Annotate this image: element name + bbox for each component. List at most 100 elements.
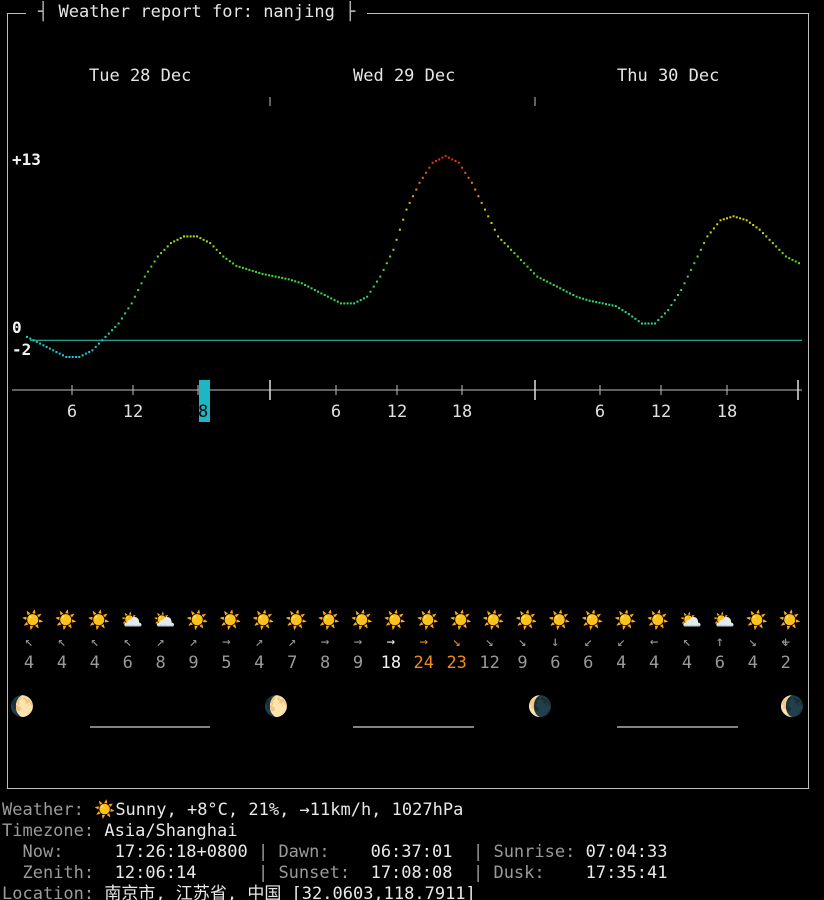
temperature-point [98,342,100,345]
temperature-point [487,215,490,218]
temperature-point [163,248,166,251]
partly-cloudy-icon: ⛅ [712,610,736,631]
hour-tick-label: 6 [66,402,78,422]
sun-icon: ☀️ [548,610,571,631]
temperature-point [48,347,51,350]
temperature-point [585,298,588,301]
temperature-point [546,280,549,283]
temperature-point [778,248,781,251]
temperature-point [133,295,136,298]
temperature-point [160,252,163,255]
temperature-point [415,188,418,191]
temperature-point [448,156,450,159]
wind-direction-icon: ↙ [616,634,626,650]
weather-label: Weather: [2,800,84,820]
wind-direction-icon: → [222,634,231,650]
location-value: 南京市, 江苏省, 中国 [32.0603,118.7911] [104,884,476,900]
temperature-point [372,285,375,288]
hour-tick-label: 12 [650,402,672,422]
temperature-point [500,238,503,241]
temperature-point [137,289,140,291]
temperature-point [147,270,149,273]
hour-tick-label-now: 18 [187,402,209,422]
temperature-point [169,242,172,245]
wind-direction-icon: ↖ [90,634,100,650]
temperature-point [212,245,215,248]
temperature-point [654,322,657,325]
temperature-point [251,269,254,272]
temperature-point [153,260,156,263]
temperature-point [405,208,408,211]
sun-icon: ☀️ [94,800,116,820]
temperature-point [591,300,594,303]
temperature-point [94,345,97,348]
temperature-point [189,235,192,238]
temperature-point [323,294,326,296]
temperature-point [768,238,771,241]
temperature-point [441,156,444,159]
temperature-point [421,176,424,179]
temperature-point [307,285,310,288]
temperature-point [431,161,434,164]
temperature-point [771,242,774,245]
temperature-point [461,166,464,169]
sun-icon: ☀️ [778,610,801,631]
temperature-point [457,161,460,164]
temperature-point [706,235,709,238]
temperature-point [467,176,470,179]
wind-speed: 4 [89,653,100,673]
wind-direction-icon: ↖ [24,634,34,650]
dusk-label: Dusk: [493,863,545,883]
weather-frame [7,13,809,789]
temperature-point [202,238,205,241]
zenith-value: 12:06:14 [114,863,197,883]
temperature-point [696,255,699,258]
wind-speed: 4 [648,653,660,673]
temperature-point [542,278,545,281]
temperature-point [150,265,153,268]
temperature-point [173,240,176,243]
temperature-point [140,282,143,285]
temperature-point [255,270,257,273]
temperature-point [111,329,114,332]
temperature-point [376,280,378,283]
sun-icon: ☀️ [252,610,275,631]
temperature-point [55,351,58,353]
temperature-point [300,282,303,285]
sun-icon: ☀️ [581,610,604,631]
temperature-point [225,257,228,260]
day-label-wed: Wed 29 Dec [353,66,456,86]
temperature-point [716,223,719,226]
temperature-point [614,305,617,308]
temperature-point [650,322,653,325]
wind-direction-icon: → [419,634,429,650]
timezone-value: Asia/Shanghai [104,821,238,841]
wind-speed: 8 [155,653,166,673]
temperature-point [215,248,218,251]
temperature-point [484,208,486,211]
temperature-point [781,252,784,255]
temperature-point [497,235,500,238]
wind-speed: 9 [352,653,364,673]
temperature-point [183,235,185,238]
wind-speed: 24 [413,653,435,673]
temperature-point [196,235,199,238]
temperature-point [39,342,42,345]
temperature-point [712,227,715,230]
sun-icon: ☀️ [317,610,341,631]
temperature-point [673,299,676,302]
temperature-point [362,297,365,300]
temperature-point [238,265,241,268]
temperature-point [297,281,300,284]
temperature-point [336,300,339,303]
wind-speed: 18 [380,653,402,673]
wind-direction-icon: ↗ [156,634,165,650]
y-zero-label: 0 [12,318,22,337]
sun-icon: ☀️ [515,610,538,631]
temperature-point [29,337,32,340]
sun-icon: ☀️ [449,610,472,631]
temperature-point [752,224,755,226]
temperature-point [775,245,778,248]
temperature-point [65,356,68,358]
moon-phase-icon: 🌔 [263,694,289,718]
